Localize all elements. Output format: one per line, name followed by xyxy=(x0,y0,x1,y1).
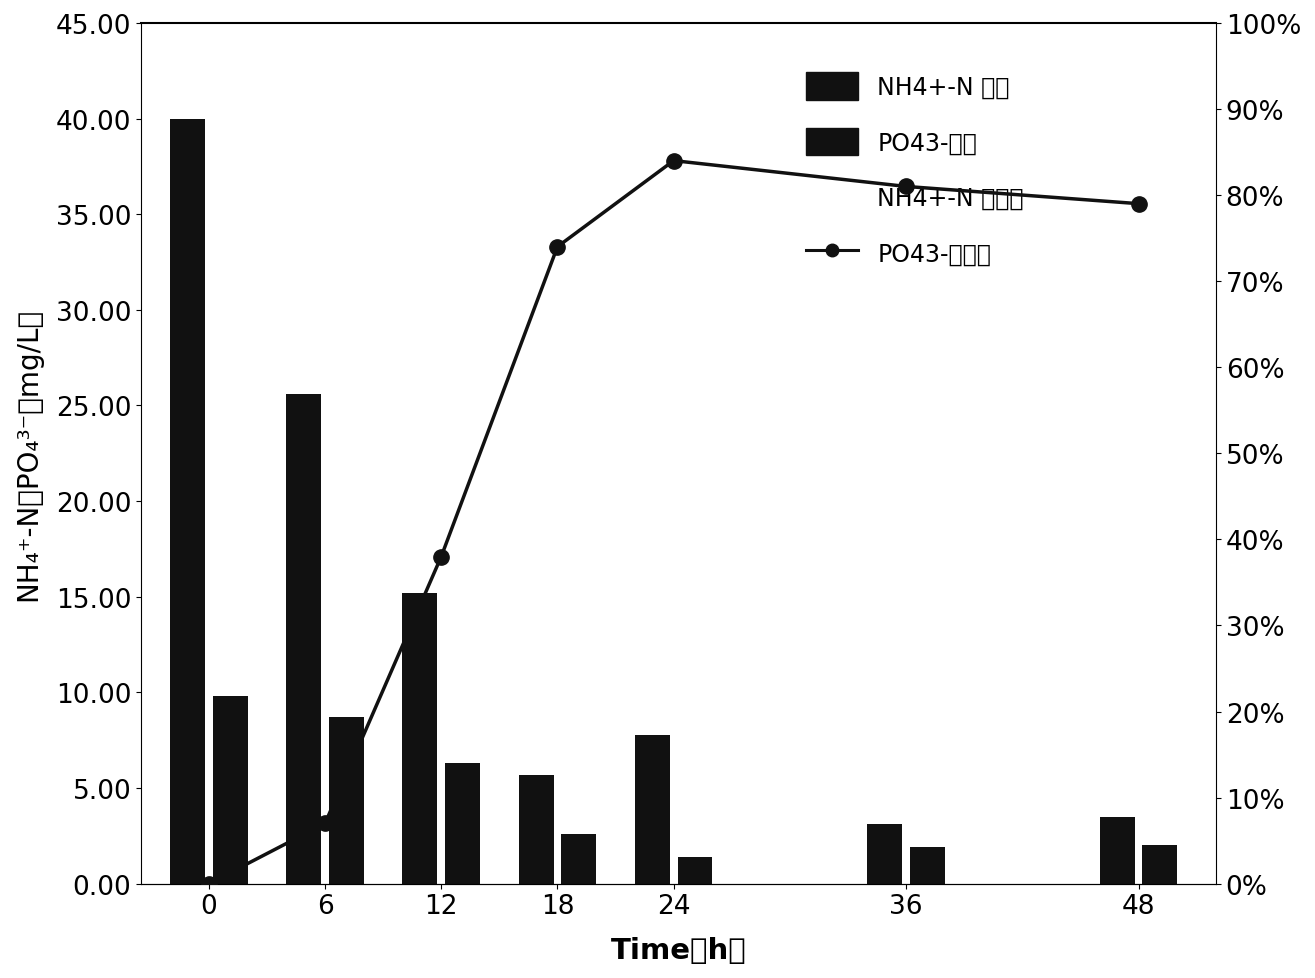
Bar xyxy=(1143,846,1177,884)
Bar xyxy=(402,594,438,884)
Bar xyxy=(1099,817,1135,884)
Bar xyxy=(635,734,669,884)
Bar xyxy=(868,824,902,884)
Y-axis label: NH₄⁺-N、PO₄³⁻（mg/L）: NH₄⁺-N、PO₄³⁻（mg/L） xyxy=(14,307,42,600)
Bar xyxy=(329,718,364,884)
Legend: NH4+-N 浓度, PO43-浓度, NH4+-N 去除率, PO43-去除率: NH4+-N 浓度, PO43-浓度, NH4+-N 去除率, PO43-去除率 xyxy=(794,62,1035,279)
Bar xyxy=(444,764,480,884)
Bar xyxy=(910,848,945,884)
X-axis label: Time（h）: Time（h） xyxy=(610,936,747,964)
Bar xyxy=(170,119,205,884)
Bar xyxy=(213,696,247,884)
Bar xyxy=(562,834,596,884)
Bar xyxy=(677,857,713,884)
Bar xyxy=(287,394,321,884)
Bar xyxy=(518,775,554,884)
